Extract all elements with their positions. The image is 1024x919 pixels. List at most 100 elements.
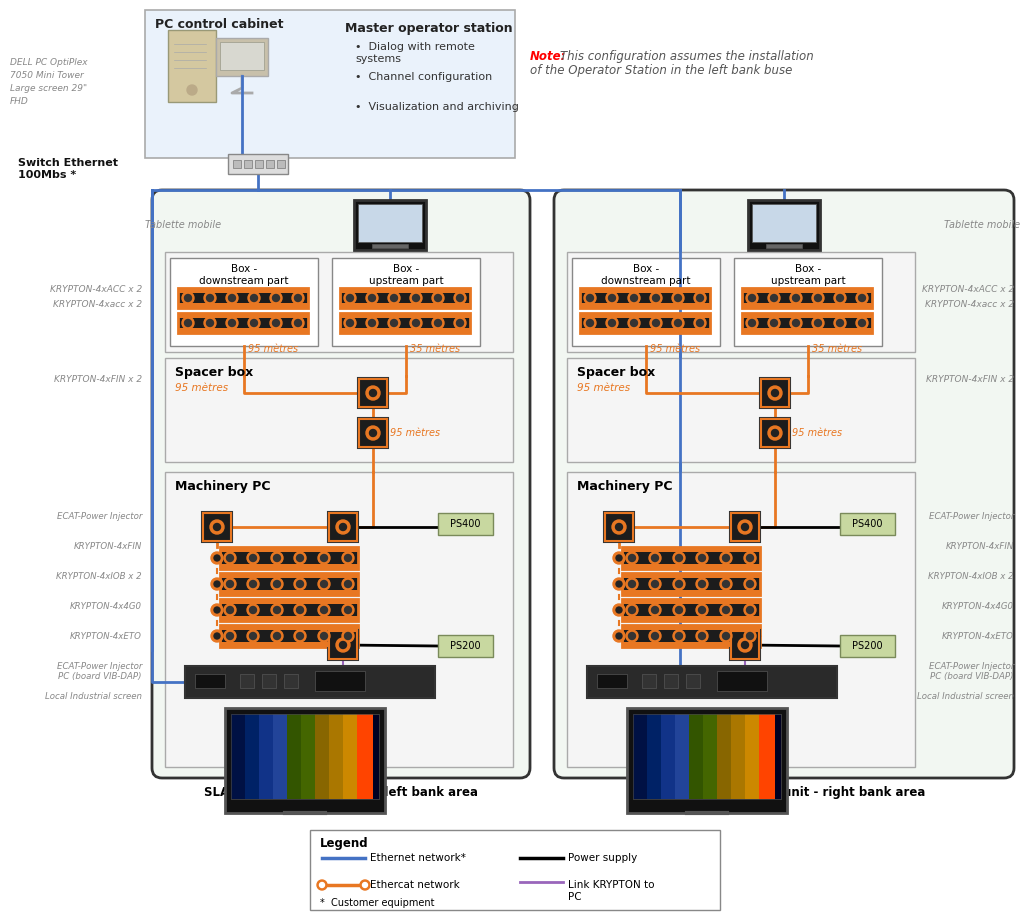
Bar <box>266 160 274 168</box>
Bar <box>340 288 470 308</box>
Text: ECAT-Power Injector: ECAT-Power Injector <box>56 512 142 521</box>
Circle shape <box>746 632 754 640</box>
Bar <box>642 674 656 688</box>
Bar <box>301 714 317 799</box>
Circle shape <box>187 85 197 95</box>
Bar <box>580 313 710 333</box>
Bar <box>703 714 719 799</box>
Circle shape <box>226 317 238 329</box>
Bar <box>567 358 915 462</box>
Circle shape <box>649 552 662 564</box>
Circle shape <box>457 320 464 326</box>
Text: ECAT-Power Injector
PC (board VIB-DAP): ECAT-Power Injector PC (board VIB-DAP) <box>929 662 1014 681</box>
Circle shape <box>344 317 356 329</box>
Bar <box>343 714 359 799</box>
Bar <box>359 419 387 447</box>
Circle shape <box>698 581 706 587</box>
Circle shape <box>770 294 777 301</box>
Circle shape <box>294 552 306 564</box>
Bar <box>315 671 365 691</box>
Bar <box>686 674 700 688</box>
Circle shape <box>626 578 638 590</box>
Circle shape <box>746 581 754 587</box>
Bar <box>662 714 677 799</box>
Circle shape <box>294 630 306 642</box>
Bar <box>165 358 513 462</box>
Text: PC control cabinet: PC control cabinet <box>155 18 284 31</box>
Circle shape <box>723 581 729 587</box>
Circle shape <box>629 581 636 587</box>
Circle shape <box>814 294 821 301</box>
Circle shape <box>675 320 682 326</box>
Bar <box>730 630 760 660</box>
Text: Machinery PC: Machinery PC <box>175 480 270 493</box>
Circle shape <box>321 554 328 562</box>
Circle shape <box>720 578 732 590</box>
Text: •  Channel configuration: • Channel configuration <box>355 72 493 82</box>
Circle shape <box>434 320 441 326</box>
Circle shape <box>370 429 377 437</box>
Circle shape <box>675 294 682 301</box>
Text: KRYPTON-4xFIN x 2: KRYPTON-4xFIN x 2 <box>54 375 142 384</box>
Text: Power supply: Power supply <box>568 853 637 863</box>
Bar <box>202 512 232 542</box>
Circle shape <box>834 292 846 304</box>
Circle shape <box>247 552 259 564</box>
Circle shape <box>214 633 220 639</box>
Text: Machinery PC: Machinery PC <box>577 480 673 493</box>
Circle shape <box>746 607 754 614</box>
Circle shape <box>837 294 844 301</box>
Circle shape <box>649 604 662 616</box>
Circle shape <box>696 578 708 590</box>
Circle shape <box>768 292 780 304</box>
Circle shape <box>723 632 729 640</box>
Circle shape <box>790 292 802 304</box>
Circle shape <box>696 604 708 616</box>
Circle shape <box>432 292 444 304</box>
Circle shape <box>770 320 777 326</box>
Text: Link KRYPTON to
PC: Link KRYPTON to PC <box>568 880 654 902</box>
Circle shape <box>369 320 376 326</box>
Circle shape <box>606 317 618 329</box>
Circle shape <box>650 292 662 304</box>
Circle shape <box>746 292 758 304</box>
Text: This configuration assumes the installation: This configuration assumes the installat… <box>560 50 814 63</box>
Circle shape <box>390 320 397 326</box>
Circle shape <box>388 292 400 304</box>
Circle shape <box>768 317 780 329</box>
Circle shape <box>672 317 684 329</box>
Bar <box>760 418 790 448</box>
Circle shape <box>204 317 216 329</box>
Text: Switch Ethernet
100Mbs *: Switch Ethernet 100Mbs * <box>18 158 118 179</box>
Text: KRYPTON-4xacc x 2: KRYPTON-4xacc x 2 <box>53 300 142 309</box>
Circle shape <box>388 317 400 329</box>
Circle shape <box>649 630 662 642</box>
Text: KRYPTON-4xIOB x 2: KRYPTON-4xIOB x 2 <box>929 572 1014 581</box>
Circle shape <box>273 607 281 614</box>
Text: of the Operator Station in the left bank buse: of the Operator Station in the left bank… <box>530 64 793 77</box>
Bar <box>220 625 358 630</box>
Bar <box>717 671 767 691</box>
Circle shape <box>271 604 283 616</box>
Circle shape <box>272 320 280 326</box>
Circle shape <box>336 638 350 652</box>
Circle shape <box>344 581 351 587</box>
Circle shape <box>650 317 662 329</box>
Circle shape <box>698 554 706 562</box>
Circle shape <box>651 581 658 587</box>
Circle shape <box>272 294 280 301</box>
FancyBboxPatch shape <box>554 190 1014 778</box>
Circle shape <box>390 294 397 301</box>
Circle shape <box>344 554 351 562</box>
Bar <box>231 714 247 799</box>
Circle shape <box>224 552 236 564</box>
Circle shape <box>454 317 466 329</box>
Bar <box>580 288 710 293</box>
Bar <box>165 472 513 767</box>
Circle shape <box>694 292 706 304</box>
Circle shape <box>184 294 191 301</box>
Circle shape <box>360 880 370 890</box>
Circle shape <box>224 578 236 590</box>
Bar <box>332 258 480 346</box>
Circle shape <box>651 632 658 640</box>
